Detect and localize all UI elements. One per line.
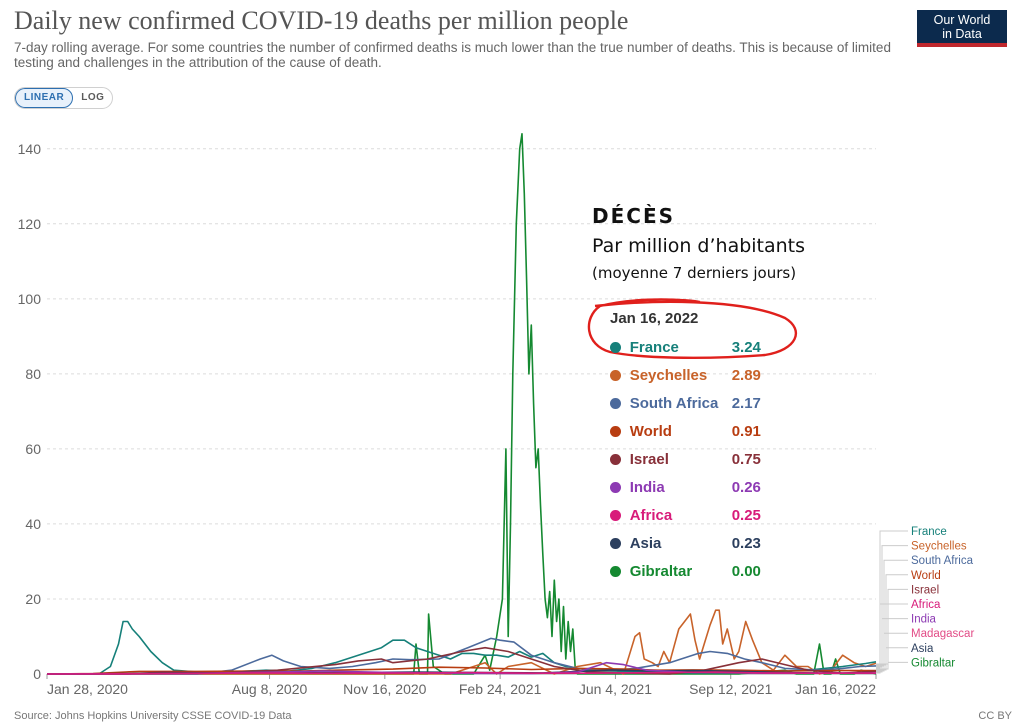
tooltip-row: Africa 0.25 (610, 505, 790, 525)
legend-label: Madagascar (911, 628, 974, 640)
legend-label: Asia (911, 643, 934, 655)
legend-label: South Africa (911, 555, 974, 567)
legend-label: Israel (911, 584, 939, 596)
legend-leader-line (876, 588, 908, 670)
legend-leader-line (876, 632, 908, 667)
linear-scale-button[interactable]: LINEAR (15, 88, 74, 108)
series-dot (610, 425, 621, 437)
tooltip-date: Jan 16, 2022 (610, 310, 699, 327)
legend-leader-line (876, 574, 908, 671)
x-tick-label: Nov 16, 2020 (343, 681, 426, 697)
x-tick-label: Feb 24, 2021 (459, 681, 542, 697)
series-dot (610, 397, 621, 409)
log-scale-button[interactable]: LOG (81, 92, 105, 103)
legend-label: Gibraltar (911, 657, 955, 669)
series-line-israel (47, 646, 877, 675)
legend-label: Seychelles (911, 541, 967, 553)
tooltip-row: Gibraltar 0.00 (610, 561, 790, 581)
tooltip-series-name: Africa (629, 506, 673, 524)
series-line-seychelles (47, 609, 877, 675)
owid-logo[interactable]: Our World in Data (917, 10, 1007, 47)
series-line-world (46, 666, 876, 675)
logo-line-2: in Data (942, 27, 982, 41)
legend-label: Africa (911, 599, 941, 611)
legend-leader-line (876, 647, 908, 666)
overlay-subheading: Par million d’habitants (592, 235, 806, 257)
tooltip-series-name: France (629, 338, 679, 356)
y-tick-label: 80 (25, 366, 41, 382)
legend-label: India (911, 614, 937, 626)
legend-label: World (911, 570, 941, 582)
page-title: Daily new confirmed COVID-19 deaths per … (14, 6, 629, 35)
source-note[interactable]: Source: Johns Hopkins University CSSE CO… (14, 710, 292, 722)
series-dot (610, 509, 621, 521)
legend-leader-line (876, 530, 908, 674)
logo-line-1: Our World (933, 13, 991, 27)
y-tick-label: 40 (25, 516, 41, 532)
tooltip-series-name: South Africa (629, 394, 719, 412)
series-line-south-africa (47, 637, 877, 675)
legend-leader-line (876, 603, 908, 669)
legend-leader-line (876, 545, 908, 673)
overlay-heading: DÉCÈS (592, 204, 676, 228)
tooltip-series-name: Gibraltar (629, 562, 693, 580)
x-tick-label: Aug 8, 2020 (232, 681, 308, 697)
y-tick-label: 0 (33, 666, 41, 682)
legend-leader-line (876, 618, 908, 668)
series-dot (610, 537, 621, 549)
tooltip-series-value: 2.89 (731, 366, 761, 384)
tooltip-row: Seychelles 2.89 (610, 365, 790, 385)
tooltip-series-value: 0.25 (731, 506, 761, 524)
series-dot (610, 565, 621, 577)
tooltip-row: India 0.26 (610, 477, 790, 497)
annotation-circle (587, 298, 798, 360)
series-dot (610, 341, 621, 353)
series-line-africa (46, 671, 877, 675)
tooltip-series-value: 0.23 (731, 534, 761, 552)
tooltip-row: World 0.91 (610, 421, 790, 441)
scale-toggle: LINEAR LOG (14, 87, 114, 109)
overlay-note: (moyenne 7 derniers jours) (592, 264, 797, 282)
y-tick-label: 120 (18, 216, 42, 232)
tooltip-series-value: 0.75 (731, 450, 761, 468)
tooltip-series-name: World (629, 422, 672, 440)
y-tick-label: 20 (25, 591, 41, 607)
y-tick-label: 100 (18, 291, 42, 307)
tooltip-series-value: 0.26 (731, 478, 761, 496)
legend-label: France (911, 526, 947, 538)
series-dot (610, 481, 621, 493)
legend-leader-line (876, 661, 908, 665)
tooltip-series-value: 0.00 (731, 562, 761, 580)
series-dot (610, 453, 621, 465)
legend-leader-line (876, 559, 908, 672)
tooltip-series-name: Israel (629, 450, 669, 468)
tooltip-series-name: India (629, 478, 665, 496)
page-subtitle: 7-day rolling average. For some countrie… (14, 40, 891, 70)
x-tick-label: Jun 4, 2021 (579, 681, 652, 697)
x-tick-label: Sep 12, 2021 (689, 681, 773, 697)
series-line-france (47, 620, 877, 675)
license-note[interactable]: CC BY (978, 710, 1012, 722)
y-tick-label: 140 (18, 141, 42, 157)
tooltip-row: South Africa 2.17 (610, 393, 790, 413)
tooltip-series-name: Seychelles (629, 366, 708, 384)
tooltip-row: France 3.24 (610, 337, 790, 357)
series-dot (610, 369, 621, 381)
tooltip-series-value: 0.91 (731, 422, 761, 440)
tooltip-row: Israel 0.75 (610, 449, 790, 469)
y-tick-label: 60 (25, 441, 41, 457)
tooltip-series-value: 2.17 (731, 394, 761, 412)
tooltip-row: Asia 0.23 (610, 533, 790, 553)
tooltip-series-name: Asia (629, 534, 662, 552)
x-tick-label: Jan 16, 2022 (795, 681, 876, 697)
tooltip-series-value: 3.24 (731, 338, 761, 356)
x-tick-label: Jan 28, 2020 (47, 681, 128, 697)
